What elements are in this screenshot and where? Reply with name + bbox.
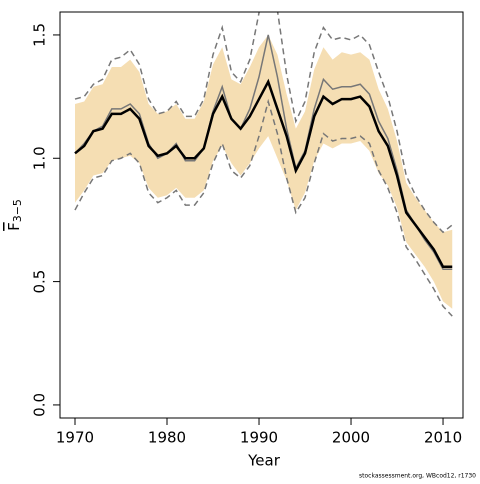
x-axis-label: Year [247, 452, 281, 470]
confidence-band [74, 34, 453, 309]
y-tick-label: 0.5 [31, 270, 49, 294]
series-line [74, 12, 453, 234]
y-axis-label: F3−5 [5, 199, 25, 231]
x-tick-label: 2010 [424, 429, 462, 447]
plot-area [74, 12, 453, 317]
y-tick-label: 1.5 [31, 23, 49, 47]
y-label-subscript: 3−5 [11, 199, 24, 222]
x-tick-label: 2000 [332, 429, 370, 447]
footnote: stockassessment.org, WBcod12, r1730 [359, 473, 476, 480]
plot-frame [59, 11, 464, 419]
series-line [74, 34, 453, 271]
x-tick-label: 1970 [56, 429, 94, 447]
y-tick-label: 0.0 [31, 393, 49, 417]
series-line [74, 78, 453, 269]
x-tick-label: 1990 [240, 429, 278, 447]
y-label-main: F [5, 222, 23, 231]
x-tick-label: 1980 [148, 429, 186, 447]
y-tick-label: 1.0 [31, 146, 49, 170]
series-line [74, 98, 453, 317]
